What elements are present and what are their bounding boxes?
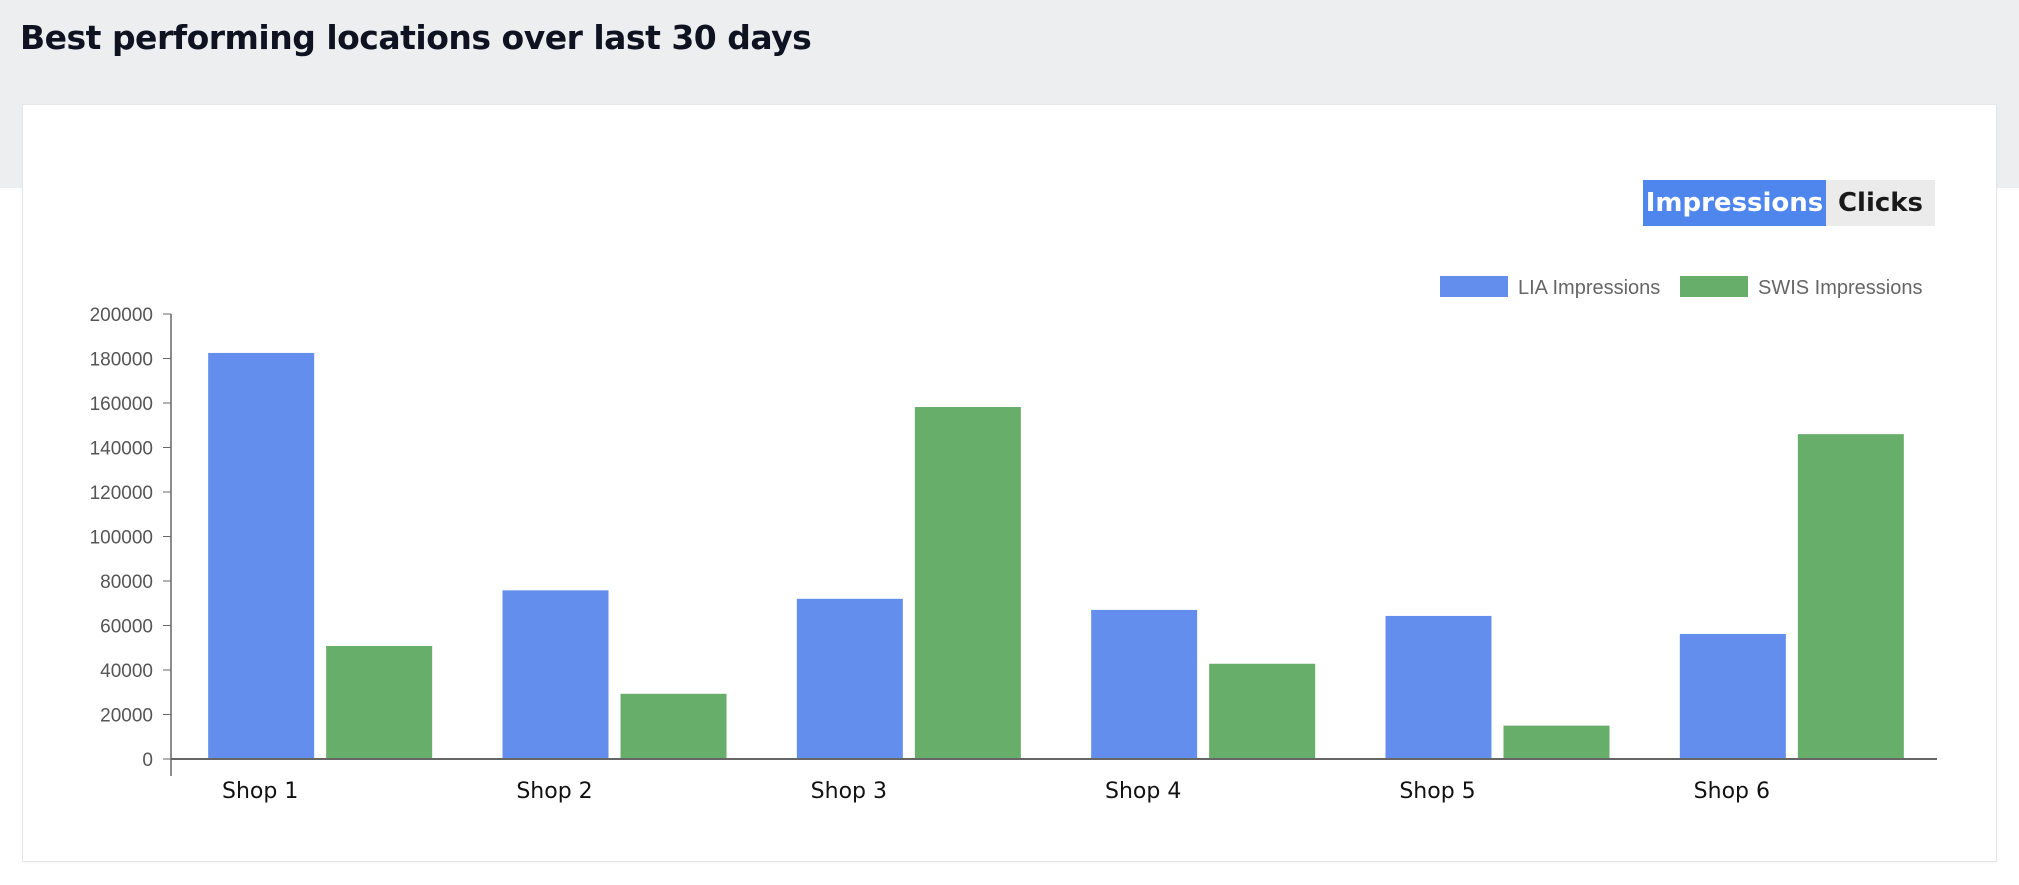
clicks-toggle-button[interactable]: Clicks xyxy=(1826,180,1935,226)
bar-swis[interactable] xyxy=(1797,434,1904,759)
y-tick-label: 20000 xyxy=(100,706,153,727)
bar-lia[interactable] xyxy=(1091,609,1198,759)
bar-swis[interactable] xyxy=(1503,725,1610,759)
y-tick-label: 140000 xyxy=(90,439,153,460)
bar-swis[interactable] xyxy=(326,645,433,759)
legend-swatch-swis xyxy=(1680,276,1748,297)
legend-swatch-lia xyxy=(1440,276,1508,297)
impressions-toggle-button[interactable]: Impressions xyxy=(1643,180,1826,226)
y-tick-label: 40000 xyxy=(100,661,153,682)
x-axis-ticks: Shop 1 Shop 2 Shop 3 Shop 4 Shop 5 Shop 6 xyxy=(222,779,1770,804)
x-tick-label: Shop 4 xyxy=(1105,779,1181,804)
y-tick-label: 120000 xyxy=(90,483,153,504)
page-title: Best performing locations over last 30 d… xyxy=(20,18,812,57)
bar-lia[interactable] xyxy=(502,590,609,759)
bar-lia[interactable] xyxy=(208,352,315,759)
axes xyxy=(170,314,1937,776)
bar-swis[interactable] xyxy=(914,407,1021,759)
y-tick-label: 80000 xyxy=(100,572,153,593)
y-tick-label: 200000 xyxy=(90,305,153,326)
y-axis-ticks: 0 20000 40000 60000 80000 100000 120000 140000 1… xyxy=(90,305,171,771)
x-tick-label: Shop 5 xyxy=(1399,779,1475,804)
y-tick-label: 60000 xyxy=(100,617,153,638)
y-tick-label: 160000 xyxy=(90,394,153,415)
y-tick-label: 180000 xyxy=(90,350,153,371)
legend-label-swis: SWIS Impressions xyxy=(1758,277,1922,299)
metric-toggle: Impressions Clicks xyxy=(1643,180,1935,226)
x-tick-label: Shop 2 xyxy=(516,779,592,804)
legend-label-lia: LIA Impressions xyxy=(1518,277,1660,299)
bar-lia[interactable] xyxy=(1385,615,1492,759)
bar-lia[interactable] xyxy=(1679,633,1786,759)
y-tick-label: 0 xyxy=(142,750,153,771)
legend: LIA Impressions SWIS Impressions xyxy=(1440,276,1922,299)
bar-swis[interactable] xyxy=(1209,663,1316,759)
x-tick-label: Shop 1 xyxy=(222,779,298,804)
bar-lia[interactable] xyxy=(796,598,903,759)
y-tick-label: 100000 xyxy=(90,528,153,549)
bars xyxy=(208,352,1904,759)
x-tick-label: Shop 3 xyxy=(811,779,887,804)
bar-swis[interactable] xyxy=(620,693,727,759)
x-tick-label: Shop 6 xyxy=(1694,779,1770,804)
